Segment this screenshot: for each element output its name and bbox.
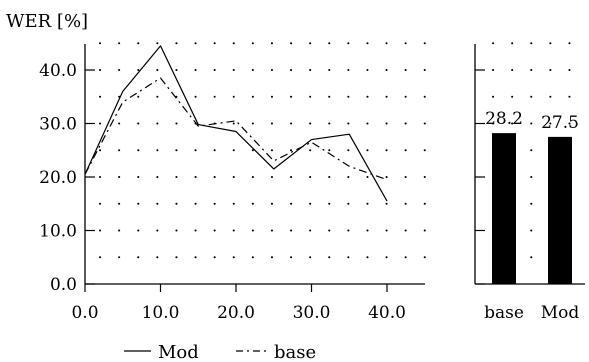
- y-tick-label: 10.0: [39, 222, 77, 242]
- bar-value-label: 28.2: [485, 109, 523, 129]
- line-chart: 0.0 10.0 20.0 30.0 40.0 0.0 10.0 20.0 30.0 40.0: [39, 42, 426, 323]
- series-line-base: [84, 77, 388, 181]
- y-axis-label: WER [%]: [6, 11, 88, 32]
- bar-category-label: Mod: [541, 303, 580, 323]
- x-tick-label: 0.0: [71, 303, 98, 323]
- x-tick-label: 30.0: [293, 303, 331, 323]
- legend: Mod base: [124, 342, 316, 362]
- y-tick-label: 0.0: [50, 275, 77, 295]
- legend-label-base: base: [274, 342, 316, 362]
- x-tick-label: 10.0: [142, 303, 180, 323]
- bar-base: [492, 133, 516, 284]
- legend-label-mod: Mod: [158, 342, 199, 362]
- bar-value-label: 27.5: [541, 113, 579, 133]
- y-tick-label: 30.0: [39, 115, 77, 135]
- y-tick-label: 40.0: [39, 61, 77, 81]
- x-tick-label: 20.0: [217, 303, 255, 323]
- x-tick-label: 40.0: [368, 303, 406, 323]
- y-tick-label: 20.0: [39, 168, 77, 188]
- bar-chart: 28.2 base 27.5 Mod: [474, 42, 586, 323]
- bar-mod: [548, 136, 572, 284]
- series-line-mod: [84, 45, 388, 202]
- bar-category-label: base: [484, 303, 524, 323]
